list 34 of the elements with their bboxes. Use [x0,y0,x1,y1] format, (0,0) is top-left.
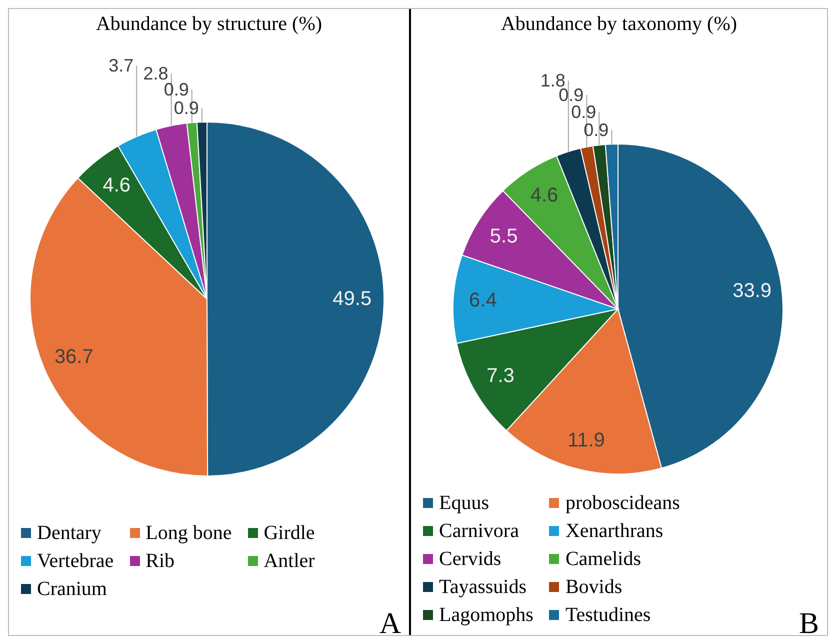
legend-label: proboscideans [565,492,680,514]
legend-label: Bovids [565,576,622,598]
legend-label: Girdle [264,522,315,544]
legend-label: Carnivora [439,520,519,542]
data-label: 0.9 [584,120,609,140]
legend-label: Testudines [565,604,651,626]
data-label: 5.5 [490,225,518,248]
legend-label: Cervids [439,548,502,570]
legend-label: Equus [439,492,489,514]
data-label: 3.7 [108,56,134,76]
data-label: 49.5 [332,288,372,310]
legend-label: Antler [264,550,315,572]
text: A [379,607,401,641]
legend-label: Vertebrae [37,550,114,572]
chart-title: Abundance by taxonomy (%) [500,12,738,37]
data-label: 4.6 [102,174,131,196]
text: B [798,607,819,641]
legend-label: Xenarthrans [565,520,664,542]
chart-title: Abundance by structure (%) [94,12,324,37]
data-label: 6.4 [469,290,497,312]
legend-label: Cranium [37,578,107,600]
legend-label: Long bone [146,522,232,544]
data-label: 11.9 [567,430,605,452]
legend-label: Camelids [565,548,641,570]
data-label: 33.9 [732,280,772,302]
legend-label: Rib [146,550,175,572]
data-label: 0.9 [571,102,596,122]
legend-label: Tayassuids [439,576,526,598]
legend-label: Lagomophs [439,604,534,626]
data-label: 4.6 [530,184,558,207]
data-label: 0.9 [174,98,199,118]
legend-label: Dentary [37,522,102,544]
data-label: 36.7 [54,346,94,368]
data-label: 7.3 [486,365,514,388]
